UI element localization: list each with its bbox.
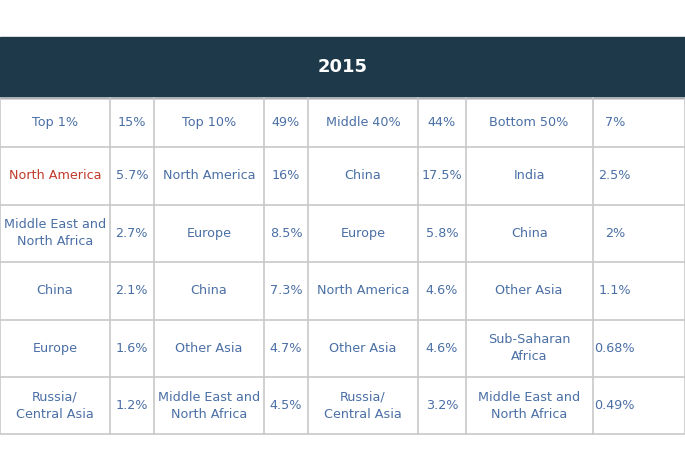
Text: Russia/
Central Asia: Russia/ Central Asia (16, 391, 94, 421)
Text: 2.5%: 2.5% (599, 170, 631, 182)
Text: 2.1%: 2.1% (116, 284, 148, 297)
Text: 1.1%: 1.1% (599, 284, 631, 297)
Text: 15%: 15% (118, 116, 146, 129)
Text: 4.6%: 4.6% (425, 342, 458, 355)
Text: 8.5%: 8.5% (270, 227, 302, 240)
Text: 4.5%: 4.5% (270, 399, 302, 412)
Text: Middle East and
North Africa: Middle East and North Africa (3, 219, 106, 248)
Text: 2.7%: 2.7% (116, 227, 148, 240)
Text: 17.5%: 17.5% (421, 170, 462, 182)
Text: India: India (514, 170, 545, 182)
Text: Other Asia: Other Asia (175, 342, 242, 355)
Text: Other Asia: Other Asia (329, 342, 397, 355)
Text: China: China (36, 284, 73, 297)
Text: 7.3%: 7.3% (270, 284, 302, 297)
Text: 44%: 44% (427, 116, 456, 129)
Text: Europe: Europe (186, 227, 232, 240)
Text: 5.8%: 5.8% (425, 227, 458, 240)
Text: Sub-Saharan
Africa: Sub-Saharan Africa (488, 333, 571, 363)
Bar (0, 37, 685, 98)
Text: 0.49%: 0.49% (595, 399, 635, 412)
Text: 16%: 16% (272, 170, 300, 182)
Text: Middle East and
North Africa: Middle East and North Africa (478, 391, 580, 421)
Text: Top 1%: Top 1% (32, 116, 78, 129)
Text: 0.68%: 0.68% (595, 342, 635, 355)
Text: Bottom 50%: Bottom 50% (490, 116, 569, 129)
Text: Europe: Europe (340, 227, 386, 240)
Text: China: China (345, 170, 382, 182)
Text: 1.2%: 1.2% (116, 399, 148, 412)
Bar (0, 98, 685, 434)
Text: 3.2%: 3.2% (425, 399, 458, 412)
Text: Europe: Europe (32, 342, 77, 355)
Text: Other Asia: Other Asia (495, 284, 563, 297)
Text: 1.6%: 1.6% (116, 342, 148, 355)
Text: Middle East and
North Africa: Middle East and North Africa (158, 391, 260, 421)
Text: North America: North America (316, 284, 410, 297)
Text: 2%: 2% (605, 227, 625, 240)
Text: 2015: 2015 (318, 58, 367, 76)
Text: Middle 40%: Middle 40% (325, 116, 401, 129)
Text: 4.7%: 4.7% (270, 342, 302, 355)
Text: 4.6%: 4.6% (425, 284, 458, 297)
Text: North America: North America (162, 170, 256, 182)
Text: China: China (511, 227, 547, 240)
Text: North America: North America (8, 170, 101, 182)
Text: 5.7%: 5.7% (116, 170, 148, 182)
Text: 7%: 7% (605, 116, 625, 129)
Text: Top 10%: Top 10% (182, 116, 236, 129)
Text: Russia/
Central Asia: Russia/ Central Asia (324, 391, 402, 421)
Text: China: China (190, 284, 227, 297)
Text: 49%: 49% (272, 116, 300, 129)
